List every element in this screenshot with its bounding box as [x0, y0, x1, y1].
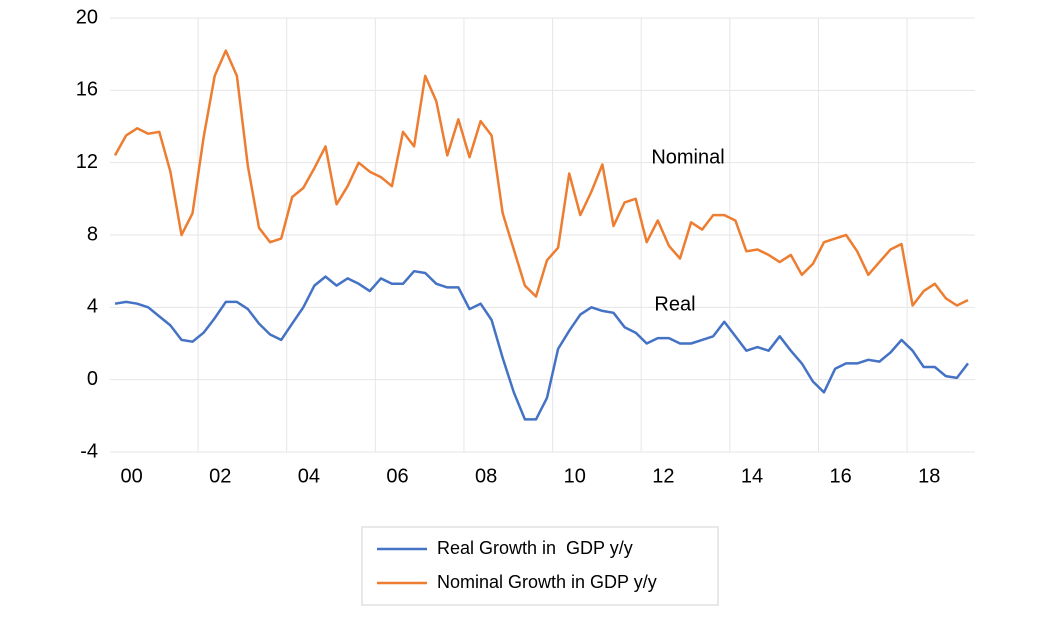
x-tick-label: 06 — [386, 465, 408, 487]
x-tick-label: 16 — [829, 465, 851, 487]
series-line — [113, 49, 969, 307]
y-tick-label: 4 — [87, 296, 98, 318]
x-tick-label: 02 — [209, 465, 231, 487]
y-tick-label: -4 — [80, 440, 98, 462]
x-tick-label: 04 — [298, 465, 320, 487]
x-tick-label: 08 — [475, 465, 497, 487]
legend-label: Real Growth in GDP y/y — [437, 538, 633, 558]
x-tick-label: 12 — [652, 465, 674, 487]
y-tick-label: 8 — [87, 223, 98, 245]
x-tick-label: 14 — [741, 465, 763, 487]
annotation: Nominal — [651, 146, 724, 168]
y-tick-label: 16 — [76, 79, 98, 101]
y-tick-label: 20 — [76, 6, 98, 28]
y-tick-label: 0 — [87, 368, 98, 390]
legend-label: Nominal Growth in GDP y/y — [437, 572, 657, 592]
annotation: Real — [654, 293, 695, 315]
x-tick-label: 10 — [564, 465, 586, 487]
x-tick-label: 00 — [120, 465, 142, 487]
y-tick-label: 12 — [76, 151, 98, 173]
x-tick-label: 18 — [918, 465, 940, 487]
legend-box — [361, 526, 719, 606]
series-line — [114, 269, 969, 421]
